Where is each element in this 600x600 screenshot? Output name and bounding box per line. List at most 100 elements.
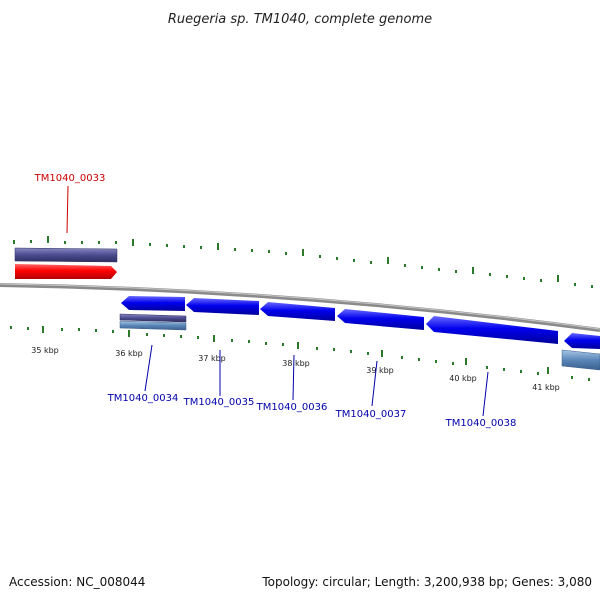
tick-mark bbox=[251, 249, 253, 252]
tick-mark bbox=[387, 257, 389, 264]
tick-mark bbox=[166, 244, 168, 247]
tick-mark bbox=[78, 328, 80, 331]
gene-arrow-tm1040-0037[interactable] bbox=[337, 309, 424, 330]
top-tick-track bbox=[13, 236, 593, 288]
tick-mark bbox=[571, 376, 573, 379]
tick-mark bbox=[213, 335, 215, 342]
tick-mark bbox=[557, 275, 559, 282]
tick-mark bbox=[112, 330, 114, 333]
tick-mark bbox=[197, 336, 199, 339]
tick-mark bbox=[506, 275, 508, 278]
tick-mark bbox=[435, 360, 437, 363]
tick-mark bbox=[10, 326, 12, 329]
tick-mark bbox=[547, 367, 549, 374]
tick-mark bbox=[115, 241, 117, 244]
kbp-label: 35 kbp bbox=[31, 346, 59, 355]
gene-arrow-tm1040-0033[interactable] bbox=[15, 264, 117, 279]
tick-mark bbox=[302, 249, 304, 256]
tick-mark bbox=[333, 348, 335, 351]
tick-mark bbox=[421, 266, 423, 269]
gene-label-tm1040-0034[interactable]: TM1040_0034 bbox=[107, 393, 179, 404]
gene-label-tm1040-0038[interactable]: TM1040_0038 bbox=[445, 418, 517, 429]
tick-mark bbox=[381, 350, 383, 357]
kbp-label: 40 kbp bbox=[449, 374, 477, 383]
tick-mark bbox=[489, 273, 491, 276]
tick-mark bbox=[353, 259, 355, 262]
tick-mark bbox=[438, 268, 440, 271]
kbp-label: 41 kbp bbox=[532, 383, 560, 392]
gene-arrow-tm1040-0036[interactable] bbox=[260, 302, 335, 321]
tick-mark bbox=[316, 347, 318, 350]
leader-line-tm1040-0034 bbox=[144, 344, 153, 392]
genome-backbone bbox=[0, 283, 600, 332]
tick-mark bbox=[367, 352, 369, 355]
tick-mark bbox=[591, 285, 593, 288]
gene-label-tm1040-0036[interactable]: TM1040_0036 bbox=[256, 402, 328, 413]
tick-mark bbox=[95, 329, 97, 332]
gene-arrow-partial[interactable] bbox=[564, 333, 600, 349]
tick-mark bbox=[418, 358, 420, 361]
kbp-scale-labels: 35 kbp 36 kbp 37 kbp 38 kbp 39 kbp 40 kb… bbox=[31, 346, 560, 392]
tick-mark bbox=[285, 252, 287, 255]
leader-line-tm1040-0038 bbox=[482, 371, 489, 417]
gene-label-tm1040-0033[interactable]: TM1040_0033 bbox=[34, 173, 106, 184]
tick-mark bbox=[520, 370, 522, 373]
tick-mark bbox=[537, 372, 539, 375]
tick-mark bbox=[574, 283, 576, 286]
gene-leader-lines bbox=[66, 185, 489, 417]
tick-mark bbox=[265, 342, 267, 345]
leader-line-tm1040-0033 bbox=[66, 185, 69, 234]
tick-mark bbox=[370, 261, 372, 264]
tick-mark bbox=[217, 243, 219, 250]
tick-mark bbox=[132, 239, 134, 246]
tick-mark bbox=[486, 366, 488, 369]
cds-bar-tm1040-0034-lower[interactable] bbox=[119, 320, 187, 331]
kbp-label: 37 kbp bbox=[198, 354, 226, 363]
tick-mark bbox=[404, 264, 406, 267]
tick-mark bbox=[452, 362, 454, 365]
tick-mark bbox=[401, 356, 403, 359]
tick-mark bbox=[336, 257, 338, 260]
accession-text: Accession: NC_008044 bbox=[9, 575, 145, 589]
tick-mark bbox=[64, 241, 66, 244]
gene-arrow-tm1040-0034[interactable] bbox=[121, 296, 185, 311]
tick-mark bbox=[268, 250, 270, 253]
cds-bar-partial[interactable] bbox=[561, 349, 600, 371]
tick-mark bbox=[146, 333, 148, 336]
tick-mark bbox=[234, 248, 236, 251]
cds-bar-tm1040-0034-upper[interactable] bbox=[119, 313, 187, 323]
tick-mark bbox=[200, 246, 202, 249]
tick-mark bbox=[523, 277, 525, 280]
tick-mark bbox=[540, 279, 542, 282]
tick-mark bbox=[297, 342, 299, 349]
tick-mark bbox=[231, 339, 233, 342]
tick-mark bbox=[503, 368, 505, 371]
tick-mark bbox=[27, 327, 29, 330]
gene-arrow-tm1040-0035[interactable] bbox=[186, 298, 259, 315]
leader-line-tm1040-0036 bbox=[292, 354, 295, 401]
tick-mark bbox=[183, 245, 185, 248]
tick-mark bbox=[149, 243, 151, 246]
tick-mark bbox=[81, 241, 83, 244]
tick-mark bbox=[282, 343, 284, 346]
cds-bar-tm1040-0033[interactable] bbox=[14, 247, 118, 263]
tick-mark bbox=[472, 267, 474, 274]
leader-line-tm1040-0037 bbox=[371, 360, 378, 407]
tick-mark bbox=[47, 236, 49, 243]
forward-strand bbox=[14, 247, 118, 279]
tick-mark bbox=[42, 326, 44, 333]
tick-mark bbox=[13, 240, 15, 244]
tick-mark bbox=[588, 378, 590, 381]
genome-summary-text: Topology: circular; Length: 3,200,938 bp… bbox=[261, 575, 592, 589]
gene-labels: TM1040_0033 TM1040_0034 TM1040_0035 TM10… bbox=[34, 173, 517, 429]
gene-arrow-tm1040-0038[interactable] bbox=[426, 316, 558, 344]
kbp-label: 36 kbp bbox=[115, 349, 143, 358]
tick-mark bbox=[30, 240, 32, 243]
gene-label-tm1040-0035[interactable]: TM1040_0035 bbox=[183, 397, 255, 408]
tick-mark bbox=[350, 350, 352, 353]
tick-mark bbox=[465, 358, 467, 365]
genome-backbone-highlight bbox=[0, 283, 600, 330]
kbp-label: 38 kbp bbox=[282, 359, 310, 368]
gene-label-tm1040-0037[interactable]: TM1040_0037 bbox=[335, 409, 407, 420]
